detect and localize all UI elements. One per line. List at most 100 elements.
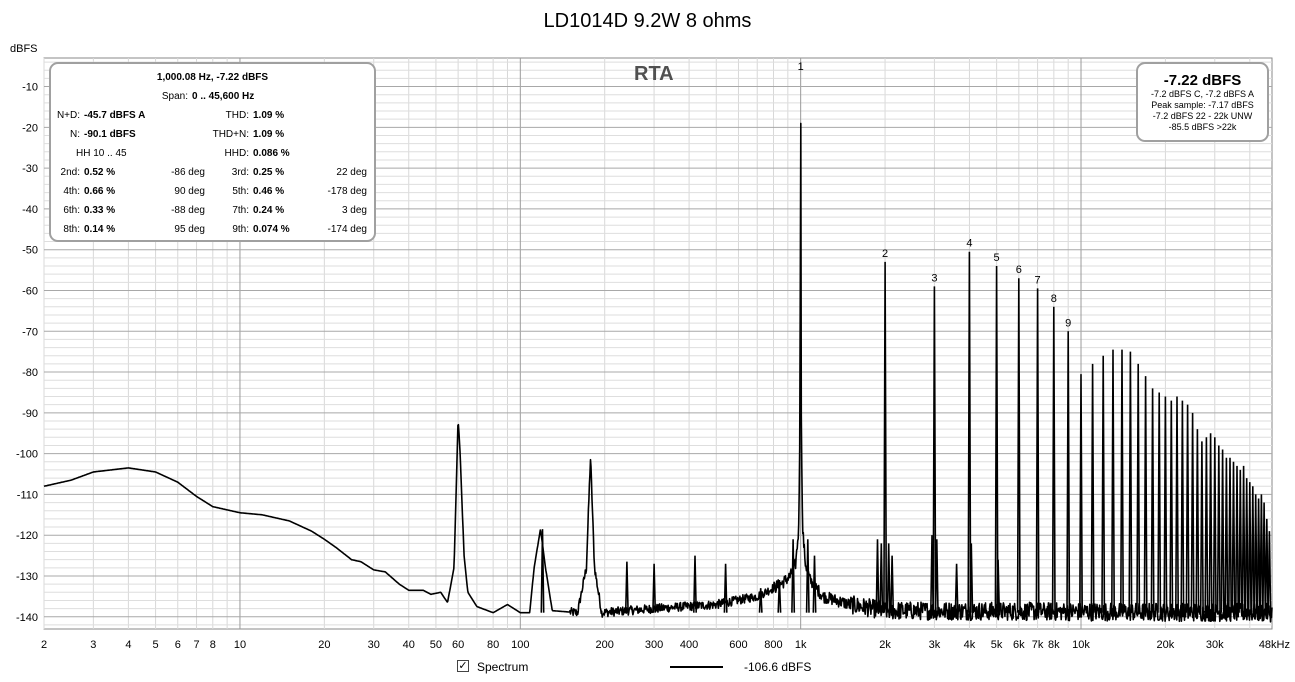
spectrum-peak: [1175, 396, 1179, 613]
spectrum-peak: [1163, 396, 1168, 613]
y-axis-unit: dBFS: [10, 43, 38, 55]
harmonic-marker-label: 6: [1016, 264, 1022, 276]
spectrum-peak: [1250, 486, 1255, 613]
spectrum-peak: [1216, 445, 1221, 613]
spectrum-peak: [1101, 355, 1106, 613]
x-tick-label: 200: [596, 639, 614, 651]
legend-cursor-value: -106.6 dBFS: [744, 660, 812, 674]
spectrum-peak: [1079, 374, 1083, 613]
spectrum-peak: [1235, 465, 1239, 613]
spectrum-peak: [879, 543, 884, 613]
distortion-stats-panel[interactable]: 1,000.08 Hz, -7.22 dBFS Span: 0 .. 45,60…: [49, 62, 376, 242]
spectrum-peaks: [540, 251, 1272, 613]
level-meter-panel[interactable]: -7.22 dBFS -7.2 dBFS C, -7.2 dBFS A Peak…: [1136, 62, 1269, 142]
spectrum-peak: [1253, 494, 1258, 613]
y-tick-label: -50: [22, 245, 38, 257]
spectrum-peak: [954, 563, 959, 613]
spectrum-peak: [723, 563, 728, 613]
harmonic-marker-label: 7: [1035, 274, 1041, 286]
harmonic-marker-label: 9: [1065, 317, 1071, 329]
spectrum-peak: [1267, 531, 1272, 613]
y-axis-ticks: -10 -20 -30 -40 -50 -60 -70 -80 -90 -100 -110 -120 -…: [16, 82, 38, 624]
x-tick-label: 300: [645, 639, 663, 651]
spectrum-peak: [1204, 437, 1209, 613]
spectrum-peak: [1208, 433, 1213, 613]
spectrum-peak: [994, 266, 999, 613]
x-tick-label: 30: [368, 639, 380, 651]
spectrum-peak: [967, 251, 972, 613]
harmonic-label: 6th:: [63, 205, 80, 216]
legend-label: Spectrum: [477, 660, 529, 674]
thd-value: 1.09 %: [253, 110, 285, 121]
x-tick-label: 4: [125, 639, 131, 651]
spectrum-peak: [1150, 388, 1155, 613]
x-tick-label: 8: [210, 639, 216, 651]
y-tick-label: -60: [22, 285, 38, 297]
fundamental-readout: 1,000.08 Hz, -7.22 dBFS: [156, 72, 269, 83]
spectrum-peak: [1016, 278, 1021, 613]
harmonic-marker-label: 4: [966, 238, 972, 250]
harmonic-marker-label: 8: [1051, 293, 1057, 305]
span-value: 0 .. 45,600 Hz: [192, 91, 255, 102]
x-tick-label: 60: [452, 639, 464, 651]
level-above-22k: -85.5 dBFS >22k: [1168, 122, 1237, 132]
spectrum-peak: [1220, 449, 1225, 613]
spectrum-peak: [1066, 331, 1071, 613]
x-tick-label: 800: [764, 639, 782, 651]
harmonic-markers: 1 2 3 4 5 6 789: [798, 61, 1072, 329]
harmonic-label: 2nd:: [60, 167, 80, 178]
spectrum-peak: [1241, 465, 1246, 613]
spectrum-peak: [1111, 349, 1115, 613]
spectrum-peak: [624, 561, 629, 613]
spectrum-peak: [693, 555, 697, 613]
chart-legend: ✓ Spectrum -106.6 dBFS: [0, 659, 1295, 677]
spectrum-checkbox[interactable]: ✓: [457, 660, 469, 672]
chart-title: LD1014D 9.2W 8 ohms: [543, 10, 752, 32]
spectrum-peak: [1180, 400, 1185, 613]
harmonic-label: 7th:: [232, 205, 249, 216]
spectrum-peak: [540, 529, 545, 613]
harmonic-phase: -178 deg: [327, 186, 367, 197]
x-tick-label: 5: [153, 639, 159, 651]
harmonic-value: 0.074 %: [253, 224, 290, 235]
hhd-value: 0.086 %: [253, 148, 290, 159]
x-tick-label: 8k: [1048, 639, 1060, 651]
x-tick-label: 2k: [879, 639, 891, 651]
harmonic-label: 9th:: [232, 224, 249, 235]
spectrum-peak: [1185, 404, 1190, 613]
spectrum-peak: [1136, 363, 1141, 613]
spectrum-peak: [1169, 400, 1174, 613]
y-tick-label: -80: [22, 367, 38, 379]
hh-range: HH 10 .. 45: [76, 148, 127, 159]
spectrum-peak: [791, 539, 796, 613]
x-tick-label: 5k: [991, 639, 1003, 651]
harmonic-phase: 22 deg: [336, 167, 367, 178]
x-tick-label: 7: [193, 639, 199, 651]
hhd-label: HHD:: [224, 148, 249, 159]
spectrum-peak: [996, 559, 1001, 613]
harmonic-marker-label: 3: [931, 272, 937, 284]
y-tick-label: -20: [22, 122, 38, 134]
spectrum-peak: [777, 580, 782, 613]
y-tick-label: -30: [22, 163, 38, 175]
x-tick-label: 30k: [1206, 639, 1224, 651]
harmonic-value: 0.66 %: [84, 186, 116, 197]
harmonic-phase: 90 deg: [174, 186, 205, 197]
harmonic-phase: 3 deg: [341, 205, 367, 216]
x-tick-label: 10: [234, 639, 246, 651]
harmonic-value: 0.46 %: [253, 186, 285, 197]
spectrum-peak: [1090, 363, 1095, 613]
n-value: -90.1 dBFS: [84, 129, 136, 140]
spectrum-peak: [1143, 376, 1148, 613]
spectrum-peak: [1199, 441, 1204, 613]
spectrum-peak: [1157, 392, 1162, 613]
y-tick-label: -130: [16, 571, 38, 583]
spectrum-peak: [758, 588, 763, 613]
x-tick-label: 600: [729, 639, 747, 651]
x-tick-label: 4k: [964, 639, 976, 651]
spectrum-peak: [1212, 437, 1217, 613]
x-tick-label: 3: [90, 639, 96, 651]
harmonic-value: 0.25 %: [253, 167, 285, 178]
x-tick-label: 7k: [1032, 639, 1044, 651]
